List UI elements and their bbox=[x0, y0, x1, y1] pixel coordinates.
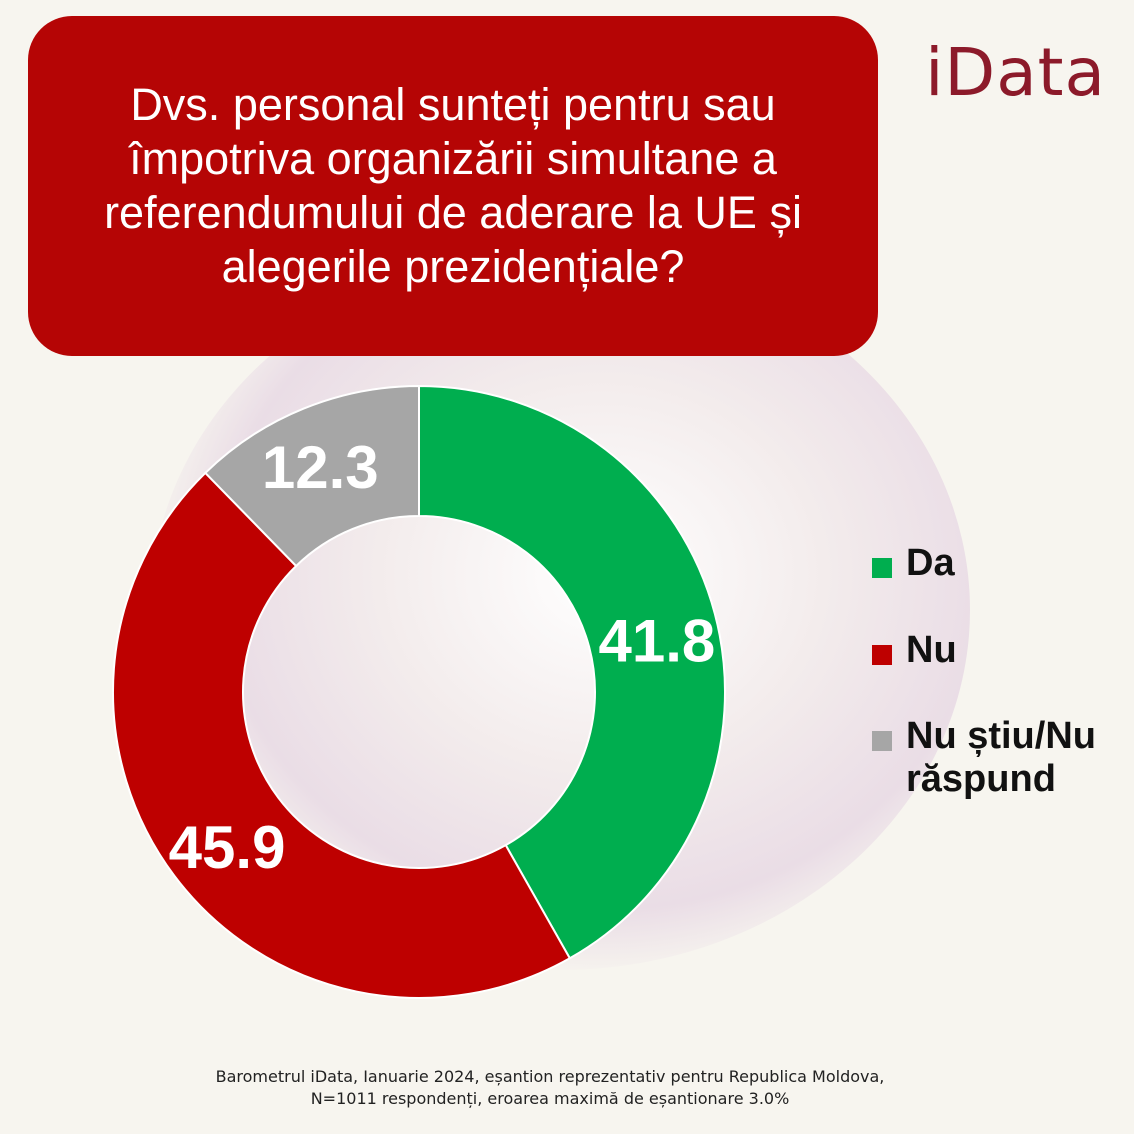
data-label-nu-stiu: 12.3 bbox=[262, 434, 379, 501]
idata-logo: iData bbox=[925, 34, 1106, 111]
legend-label-da: Da bbox=[906, 542, 955, 584]
legend-item-nu-stiu: Nu știu/Nu răspund bbox=[872, 715, 1126, 800]
title-banner: Dvs. personal sunteți pentru sau împotri… bbox=[28, 16, 878, 356]
chart-title: Dvs. personal sunteți pentru sau împotri… bbox=[104, 79, 802, 292]
legend-item-nu: Nu bbox=[872, 629, 1126, 672]
legend-swatch-nu-stiu bbox=[872, 731, 892, 752]
legend-label-nu-stiu: Nu știu/Nu răspund bbox=[906, 715, 1096, 800]
source-note: Barometrul iData, Ianuarie 2024, eșantio… bbox=[0, 1066, 1100, 1111]
data-label-nu: 45.9 bbox=[169, 814, 286, 881]
legend-item-da: Da bbox=[872, 542, 1126, 585]
legend-swatch-nu bbox=[872, 644, 892, 665]
legend-label-nu: Nu bbox=[906, 628, 957, 671]
donut-slice-nu bbox=[112, 471, 572, 999]
data-label-da: 41.8 bbox=[598, 607, 715, 674]
donut-slice-da bbox=[418, 384, 726, 960]
source-line-2: N=1011 respondenți, eroarea maximă de eș… bbox=[310, 1089, 790, 1109]
source-line-1: Barometrul iData, Ianuarie 2024, eșantio… bbox=[215, 1067, 885, 1086]
legend-swatch-da bbox=[872, 558, 892, 578]
donut-slice-nu-stiu bbox=[203, 384, 420, 568]
chart-legend: Da Nu Nu știu/Nu răspund bbox=[872, 542, 1126, 844]
